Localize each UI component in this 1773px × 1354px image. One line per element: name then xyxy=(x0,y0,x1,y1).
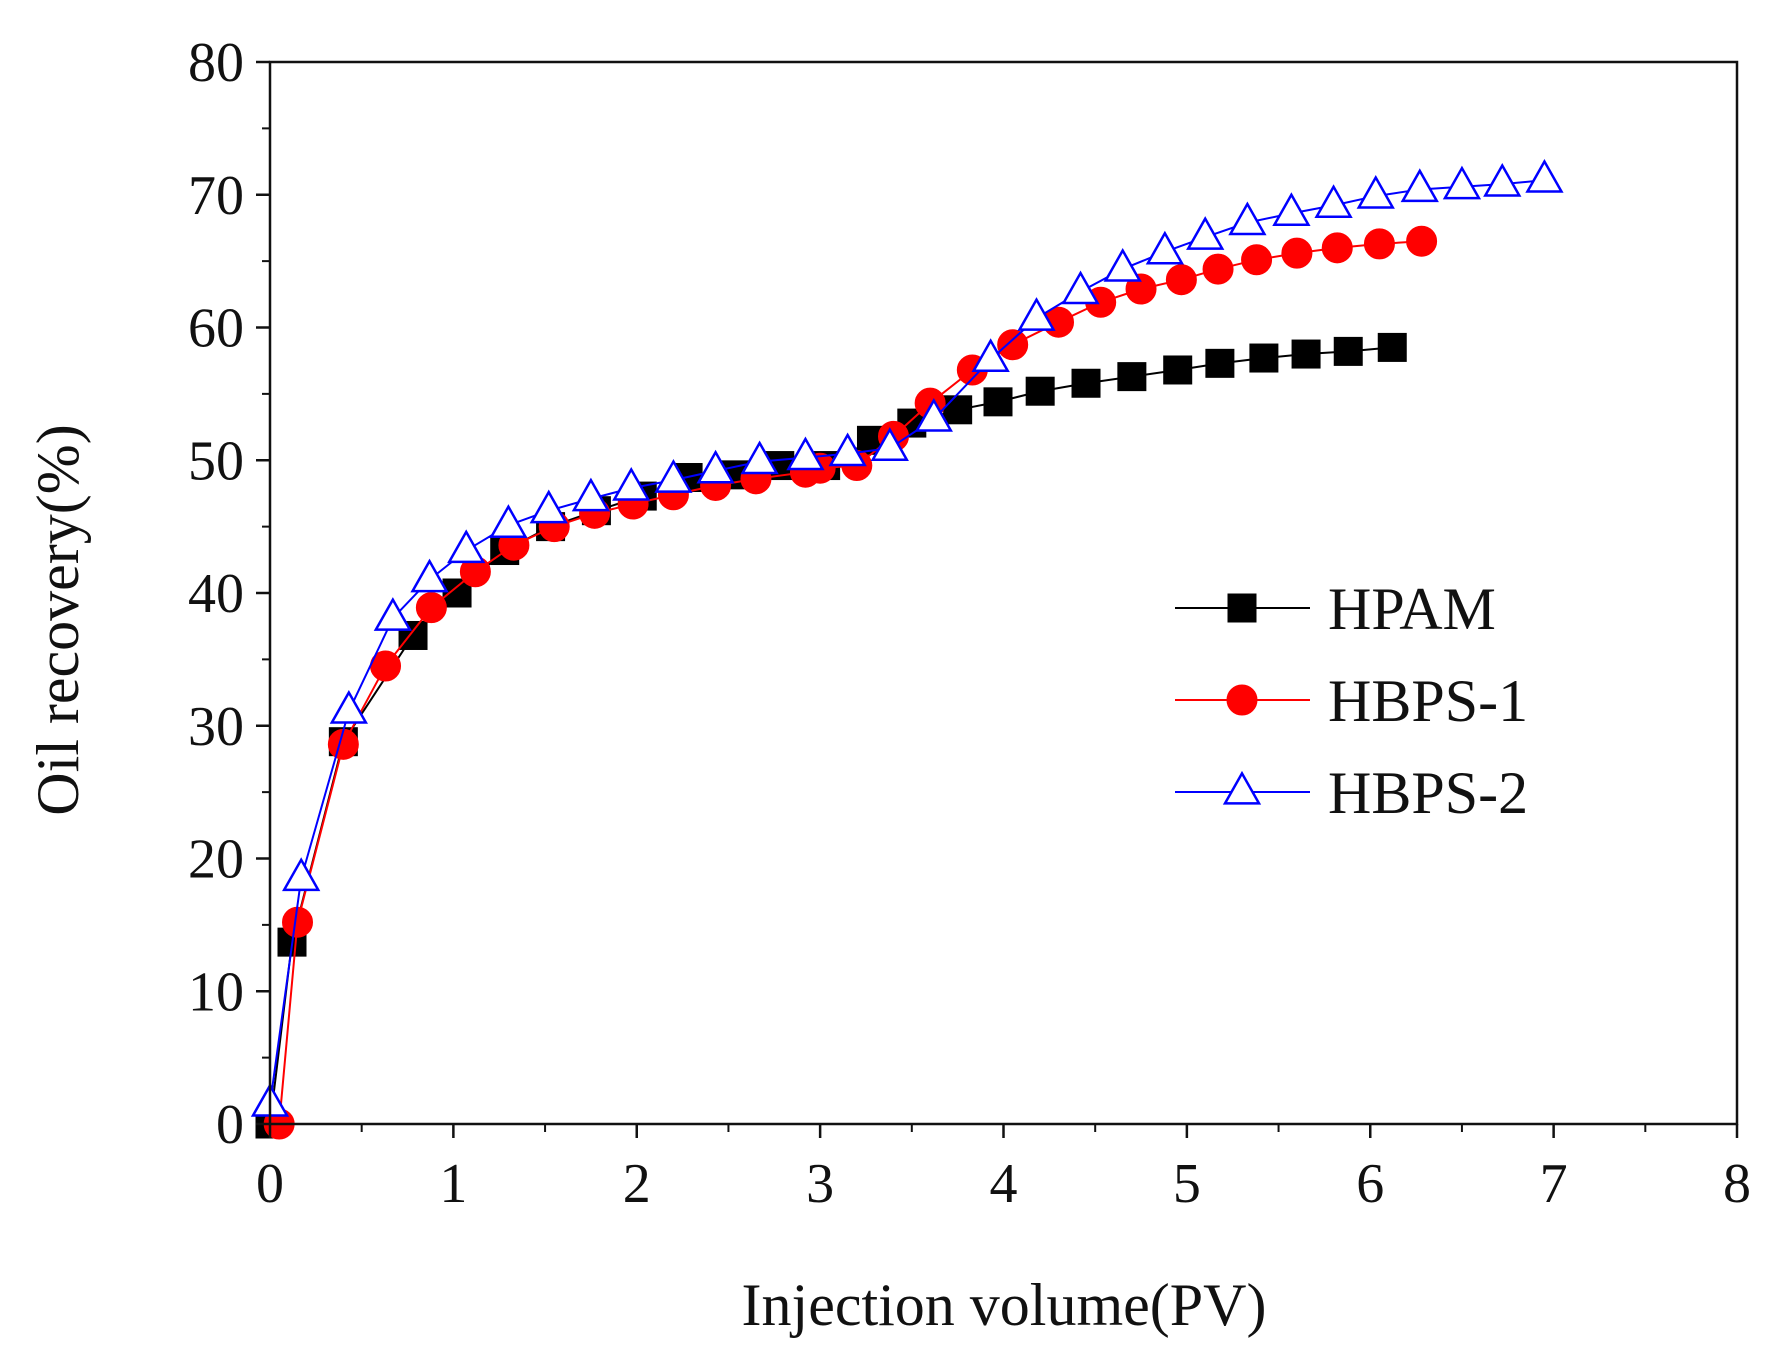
plot-area xyxy=(250,159,1564,1140)
x-tick-label: 2 xyxy=(623,1153,651,1215)
data-point-hbps-2 xyxy=(1400,168,1439,203)
data-point-hbps-1 xyxy=(1363,228,1395,260)
data-point-hbps-2 xyxy=(1103,247,1142,282)
data-point-hbps-2 xyxy=(489,504,528,538)
y-tick-label: 50 xyxy=(188,430,244,492)
legend-label-hpam: HPAM xyxy=(1328,576,1496,642)
data-point-hbps-2 xyxy=(1525,159,1564,193)
y-axis-title: Oil recovery(%) xyxy=(25,424,91,815)
data-point-hpam xyxy=(1163,355,1193,385)
data-point-hpam xyxy=(1333,336,1363,366)
legend-marker-hbps-2 xyxy=(1222,770,1262,805)
y-tick-label: 20 xyxy=(188,829,244,891)
data-point-hpam xyxy=(1205,348,1235,378)
y-tick-label: 10 xyxy=(188,961,244,1023)
y-tick-label: 0 xyxy=(216,1094,244,1156)
data-point-hbps-1 xyxy=(415,592,447,624)
series-hbps-2 xyxy=(250,159,1564,1117)
data-point-hbps-1 xyxy=(1202,253,1234,285)
y-tick-label: 60 xyxy=(188,298,244,360)
legend-label-hbps-1: HBPS-1 xyxy=(1328,668,1528,734)
data-point-hbps-2 xyxy=(1017,297,1056,331)
data-point-hpam xyxy=(1025,376,1055,406)
x-tick-label: 8 xyxy=(1723,1153,1751,1215)
y-tick-label: 80 xyxy=(188,32,244,94)
data-point-hbps-2 xyxy=(696,449,735,484)
data-point-hbps-2 xyxy=(870,427,909,461)
data-point-hpam xyxy=(1377,332,1407,362)
x-tick-label: 4 xyxy=(990,1153,1018,1215)
x-tick-label: 3 xyxy=(806,1153,834,1215)
legend-marker-hbps-1 xyxy=(1226,684,1258,716)
x-tick-label: 7 xyxy=(1540,1153,1568,1215)
data-point-hbps-2 xyxy=(786,436,825,471)
data-point-hbps-1 xyxy=(1165,264,1197,296)
data-point-hbps-2 xyxy=(1272,192,1311,226)
data-point-hbps-2 xyxy=(1356,174,1395,209)
data-point-hbps-2 xyxy=(282,857,321,892)
legend: HPAM HBPS-1 HBPS-2 xyxy=(1175,576,1528,826)
data-point-hbps-2 xyxy=(1145,230,1185,265)
data-point-hbps-2 xyxy=(654,459,693,493)
data-point-hpam xyxy=(1071,368,1101,398)
data-point-hpam xyxy=(943,395,973,425)
data-point-hbps-2 xyxy=(447,529,486,564)
data-point-hbps-2 xyxy=(1442,165,1482,200)
data-point-hpam xyxy=(983,387,1013,417)
data-point-hbps-2 xyxy=(612,466,651,501)
data-point-hbps-2 xyxy=(373,597,413,631)
x-tick-label: 0 xyxy=(256,1153,284,1215)
data-point-hbps-2 xyxy=(1314,184,1353,219)
data-point-hbps-2 xyxy=(1228,201,1267,236)
x-tick-label: 1 xyxy=(439,1153,467,1215)
legend-marker-hpam xyxy=(1227,593,1257,623)
y-tick-label: 40 xyxy=(188,563,244,625)
data-point-hpam xyxy=(1117,362,1147,392)
data-point-hbps-2 xyxy=(329,690,368,724)
data-point-hbps-1 xyxy=(1281,237,1313,269)
data-point-hbps-2 xyxy=(571,477,611,512)
data-point-hbps-2 xyxy=(1483,162,1522,197)
legend-item-hbps-1: HBPS-1 xyxy=(1175,668,1528,734)
legend-label-hbps-2: HBPS-2 xyxy=(1328,760,1528,826)
data-point-hbps-2 xyxy=(828,432,867,467)
data-point-hbps-2 xyxy=(914,397,953,432)
x-tick-label: 5 xyxy=(1173,1153,1201,1215)
legend-item-hpam: HPAM xyxy=(1175,576,1496,642)
x-axis-title: Injection volume(PV) xyxy=(742,1272,1267,1338)
data-point-hbps-1 xyxy=(997,329,1029,361)
data-point-hpam xyxy=(398,620,428,650)
data-point-hbps-1 xyxy=(1321,232,1353,264)
data-point-hbps-2 xyxy=(529,489,568,524)
data-point-hbps-1 xyxy=(1241,244,1273,276)
data-point-hbps-2 xyxy=(740,440,779,475)
data-point-hpam xyxy=(1249,343,1279,373)
x-tick-label: 6 xyxy=(1356,1153,1384,1215)
data-point-hbps-2 xyxy=(1061,270,1100,305)
data-point-hbps-2 xyxy=(1186,216,1225,250)
y-tick-label: 30 xyxy=(188,696,244,758)
data-point-hbps-1 xyxy=(1406,225,1438,257)
data-point-hbps-2 xyxy=(971,338,1010,373)
data-point-hpam xyxy=(1291,339,1321,369)
legend-item-hbps-2: HBPS-2 xyxy=(1175,760,1528,826)
data-point-hbps-2 xyxy=(410,558,449,593)
y-tick-label: 70 xyxy=(188,165,244,227)
